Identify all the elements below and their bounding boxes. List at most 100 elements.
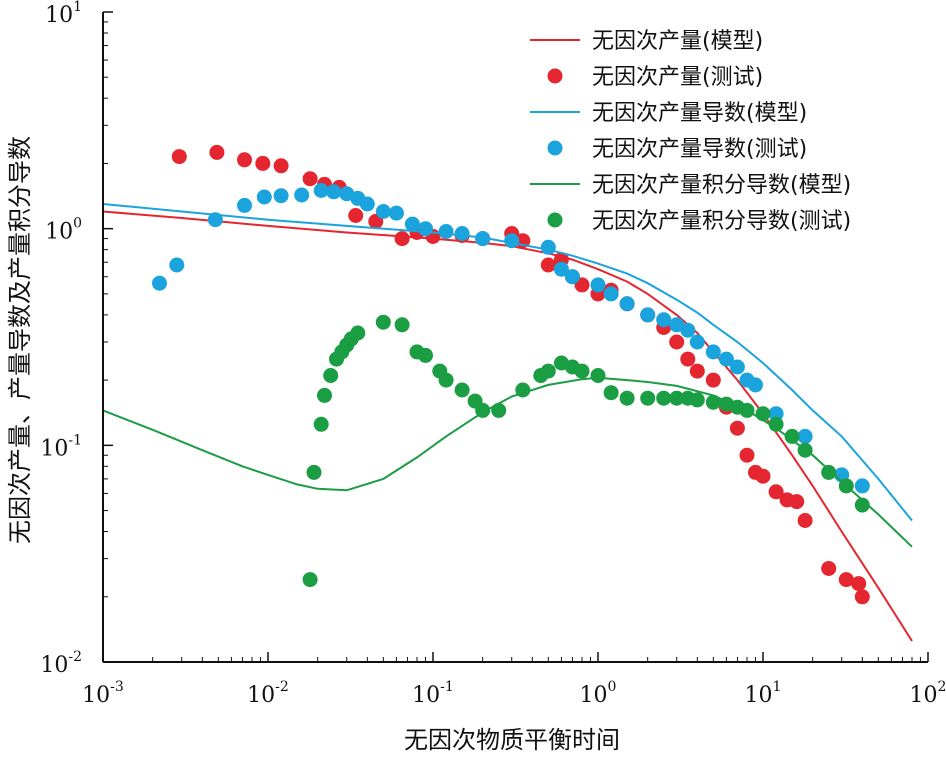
data-point-1	[302, 171, 318, 187]
x-tick-label: 101	[745, 679, 782, 708]
data-point-5	[317, 387, 332, 403]
legend-label: 无因次产量积分导数(模型)	[592, 173, 851, 198]
data-point-3	[705, 344, 721, 360]
data-point-3	[553, 261, 569, 277]
data-point-3	[669, 317, 685, 333]
data-point-5	[784, 428, 800, 444]
data-point-1	[540, 257, 556, 273]
data-point-3	[540, 239, 556, 255]
data-point-3	[590, 277, 606, 293]
data-point-1	[821, 561, 837, 576]
data-point-3	[564, 269, 580, 285]
data-point-3	[619, 296, 635, 312]
legend-swatch-marker	[547, 212, 563, 228]
legend-label: 无因次产量导数(模型)	[592, 101, 807, 126]
legend: 无因次产量(模型) 无因次产量(测试) 无因次产量导数(模型) 无因次产量导数(测试)…	[530, 29, 851, 234]
data-point-5	[821, 464, 837, 480]
data-point-3	[454, 226, 470, 241]
data-point-1	[255, 155, 271, 171]
y-tick-label: 10-1	[40, 432, 82, 461]
data-point-3	[359, 196, 375, 212]
data-point-5	[454, 382, 470, 398]
y-tick-label: 10-2	[40, 649, 82, 678]
data-point-5	[574, 363, 590, 379]
data-point-5	[705, 394, 721, 410]
series-line-2	[102, 203, 913, 522]
data-point-1	[851, 576, 867, 592]
x-tick-label: 102	[910, 679, 946, 708]
data-point-3	[404, 216, 420, 232]
plot-area	[102, 144, 913, 642]
data-point-1	[729, 420, 745, 436]
data-point-1	[797, 513, 813, 528]
data-point-5	[619, 390, 635, 406]
x-tick-label: 100	[580, 679, 617, 708]
data-point-3	[718, 351, 734, 367]
data-point-3	[273, 188, 289, 204]
legend-label: 无因次产量积分导数(测试)	[592, 209, 851, 234]
data-point-5	[323, 368, 339, 383]
data-point-5	[689, 392, 705, 408]
data-point-1	[705, 372, 721, 388]
data-point-5	[755, 406, 771, 422]
axes	[102, 12, 928, 663]
data-point-5	[418, 347, 433, 363]
x-axis-title: 无因次物质平衡时间	[404, 726, 620, 754]
data-point-5	[540, 363, 556, 379]
data-point-1	[689, 363, 705, 379]
data-point-1	[209, 144, 225, 160]
data-point-3	[207, 212, 223, 228]
data-point-3	[504, 233, 520, 249]
data-point-3	[729, 359, 745, 375]
legend-label: 无因次产量(测试)	[592, 65, 763, 90]
data-point-3	[418, 221, 433, 237]
data-point-5	[656, 390, 672, 406]
data-point-3	[375, 204, 391, 219]
data-point-3	[152, 275, 167, 291]
data-point-1	[273, 158, 289, 174]
data-point-5	[797, 442, 813, 458]
data-point-3	[169, 257, 185, 273]
data-point-5	[438, 372, 454, 388]
data-point-3	[438, 224, 454, 239]
data-point-1	[789, 494, 805, 510]
y-tick-label: 100	[45, 216, 82, 245]
data-point-5	[313, 416, 329, 432]
data-point-1	[394, 231, 410, 247]
data-point-5	[739, 402, 755, 418]
data-point-3	[313, 183, 329, 198]
x-tick-label: 10-2	[247, 679, 289, 708]
data-point-1	[755, 468, 771, 484]
data-point-1	[680, 351, 696, 367]
series-line-0	[102, 210, 913, 642]
data-point-3	[256, 189, 272, 205]
legend-label: 无因次产量(模型)	[592, 29, 763, 54]
data-point-5	[603, 385, 619, 401]
legend-swatch-marker	[547, 68, 563, 84]
data-point-3	[854, 478, 870, 494]
data-point-5	[854, 497, 870, 513]
data-point-1	[669, 334, 685, 350]
data-point-3	[475, 231, 491, 247]
data-point-5	[515, 382, 531, 398]
data-point-3	[748, 377, 763, 393]
data-point-1	[838, 572, 854, 588]
y-axis-title: 无因次产量、产量导数及产量积分导数	[6, 136, 34, 544]
data-point-5	[491, 402, 507, 418]
series-line-4	[102, 376, 913, 548]
data-point-5	[394, 317, 410, 333]
data-point-5	[669, 390, 685, 406]
data-point-5	[768, 416, 784, 432]
data-point-3	[640, 307, 656, 323]
data-point-3	[768, 406, 784, 422]
y-tick-label: 101	[45, 0, 82, 28]
data-point-5	[350, 325, 366, 341]
data-point-3	[680, 322, 696, 338]
data-point-5	[302, 572, 318, 588]
data-point-1	[237, 152, 252, 168]
data-point-1	[171, 149, 187, 165]
data-point-1	[739, 447, 755, 463]
data-point-5	[590, 368, 606, 383]
data-point-3	[656, 312, 672, 328]
